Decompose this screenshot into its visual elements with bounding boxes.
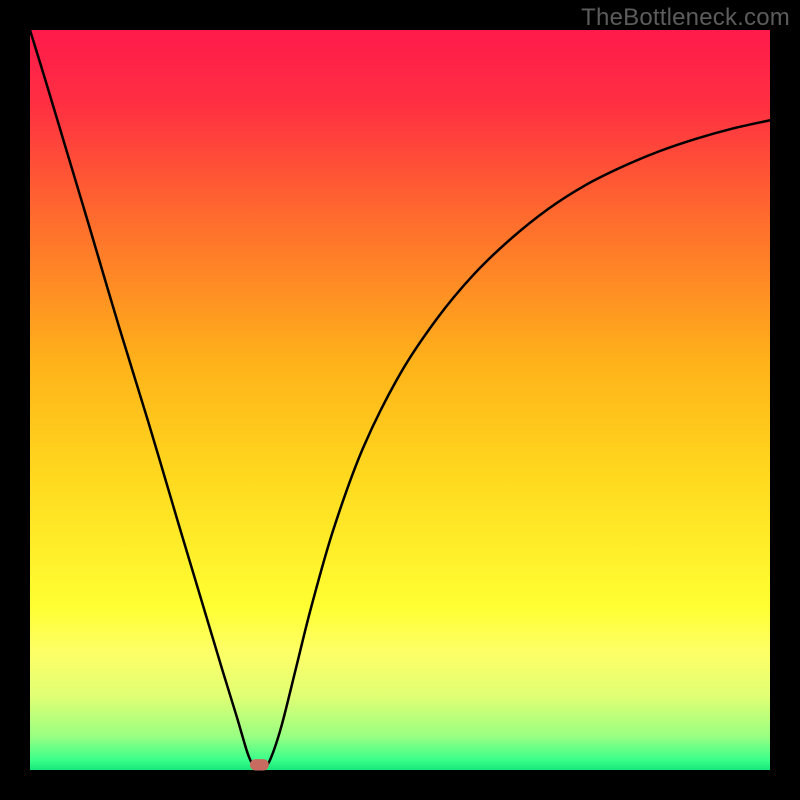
optimal-point-marker <box>251 760 269 770</box>
watermark-text: TheBottleneck.com <box>581 4 790 32</box>
bottleneck-curve-chart <box>0 0 800 800</box>
chart-frame: TheBottleneck.com <box>0 0 800 800</box>
